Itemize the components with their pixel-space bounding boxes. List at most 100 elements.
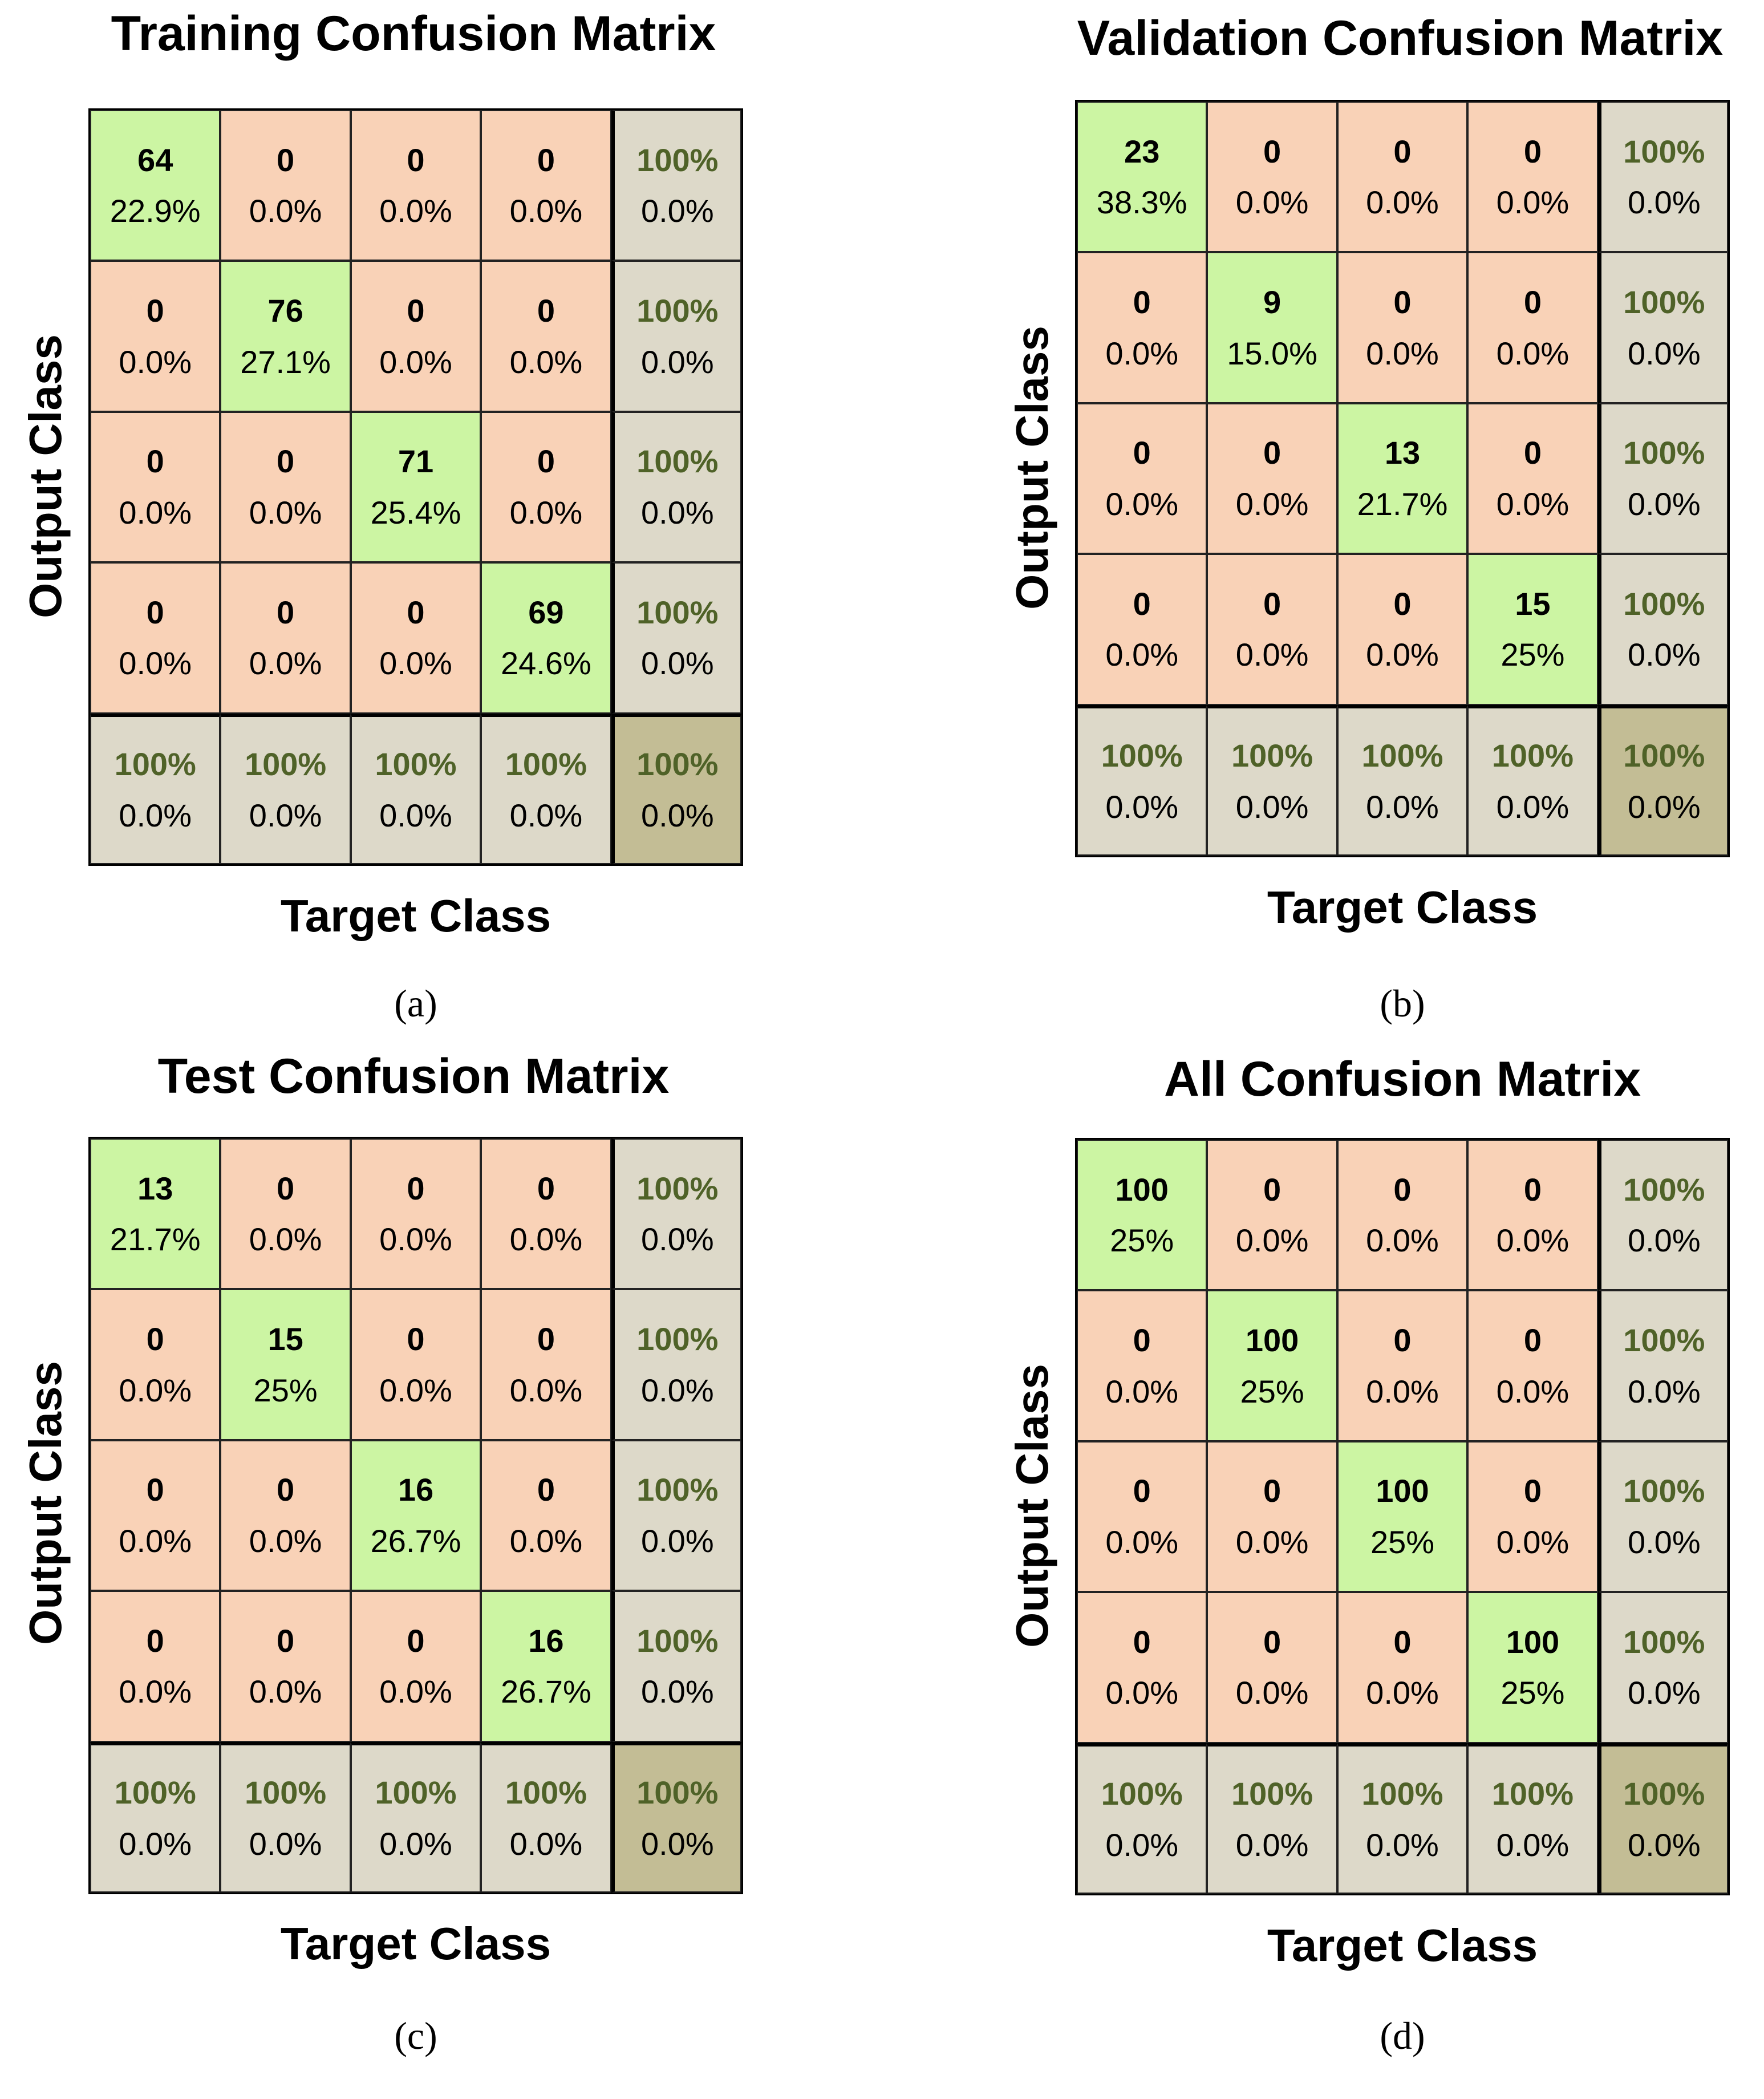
- accuracy-summary-cell: 100% 0.0%: [350, 713, 481, 864]
- cell-percent: 0.0%: [1366, 1222, 1439, 1259]
- cell-percent: 0.0%: [640, 193, 714, 229]
- cell-percent: 0.0%: [1366, 1826, 1439, 1863]
- accuracy-summary-cell: 100% 0.0%: [1077, 1743, 1207, 1894]
- cell-percent: 0.0%: [1496, 1222, 1570, 1259]
- cell-percent: 0.0%: [640, 1825, 714, 1862]
- cell-value: 0: [1523, 1171, 1542, 1207]
- correct-cell: 100 25%: [1337, 1441, 1468, 1593]
- chart-title: Validation Confusion Matrix: [1077, 11, 1724, 66]
- misclass-cell: 0 0.0%: [1467, 403, 1598, 554]
- y-axis-label: Output Class: [1007, 326, 1057, 610]
- correct-cell: 76 27.1%: [220, 261, 351, 412]
- cell-percent: 25%: [1501, 1675, 1565, 1711]
- cell-percent: 0.0%: [119, 1673, 192, 1710]
- cell-percent: 0.0%: [1496, 788, 1570, 825]
- cell-value: 100%: [1491, 738, 1574, 774]
- correct-cell: 13 21.7%: [90, 1138, 221, 1290]
- accuracy-summary-cell: 100% 0.0%: [481, 713, 611, 864]
- cell-value: 0: [146, 1622, 164, 1659]
- cell-value: 100%: [1623, 1623, 1705, 1660]
- cell-percent: 0.0%: [1105, 1373, 1179, 1409]
- cell-value: 100%: [636, 746, 719, 783]
- cell-percent: 0.0%: [640, 1673, 714, 1710]
- cell-value: 100: [1115, 1171, 1169, 1207]
- cell-percent: 0.0%: [640, 1522, 714, 1559]
- cell-value: 0: [277, 443, 295, 480]
- cell-percent: 0.0%: [1627, 485, 1701, 522]
- cell-percent: 0.0%: [1627, 1222, 1701, 1259]
- accuracy-summary-cell: 100% 0.0%: [1597, 252, 1728, 403]
- accuracy-summary-cell: 100% 0.0%: [1467, 1743, 1598, 1894]
- cell-percent: 0.0%: [1105, 485, 1179, 522]
- cell-percent: 26.7%: [370, 1522, 461, 1559]
- chart-title: Training Confusion Matrix: [111, 6, 716, 61]
- cell-percent: 0.0%: [1105, 335, 1179, 371]
- cell-value: 0: [537, 1472, 555, 1508]
- misclass-cell: 0 0.0%: [1077, 1441, 1207, 1593]
- cell-value: 100%: [636, 443, 719, 480]
- cell-value: 0: [1133, 284, 1151, 320]
- cell-value: 0: [1263, 585, 1282, 622]
- cell-percent: 0.0%: [1627, 788, 1701, 825]
- panel-caption: (a): [394, 982, 437, 1025]
- misclass-cell: 0 0.0%: [350, 1138, 481, 1290]
- cell-percent: 0.0%: [640, 343, 714, 380]
- correct-cell: 100 25%: [1207, 1290, 1337, 1441]
- cell-percent: 0.0%: [1235, 637, 1309, 673]
- cell-percent: 0.0%: [1366, 637, 1439, 673]
- misclass-cell: 0 0.0%: [350, 1591, 481, 1742]
- accuracy-summary-cell: 100% 0.0%: [1337, 1743, 1468, 1894]
- cell-percent: 0.0%: [640, 1372, 714, 1408]
- cell-value: 0: [407, 141, 425, 178]
- misclass-cell: 0 0.0%: [90, 1289, 221, 1440]
- correct-cell: 23 38.3%: [1077, 102, 1207, 253]
- cell-value: 0: [146, 1472, 164, 1508]
- cell-percent: 27.1%: [240, 343, 331, 380]
- cell-percent: 0.0%: [1235, 184, 1309, 221]
- misclass-cell: 0 0.0%: [1207, 102, 1337, 253]
- y-axis-label: Output Class: [20, 334, 71, 618]
- cell-percent: 0.0%: [1627, 1373, 1701, 1409]
- cell-percent: 0.0%: [1496, 1826, 1570, 1863]
- chart-title: Test Confusion Matrix: [157, 1049, 670, 1104]
- accuracy-summary-cell: 100% 0.0%: [1337, 704, 1468, 856]
- cell-value: 100%: [636, 1622, 719, 1659]
- misclass-cell: 0 0.0%: [1077, 554, 1207, 705]
- cell-percent: 0.0%: [1235, 1675, 1309, 1711]
- cell-value: 0: [277, 1472, 295, 1508]
- cell-percent: 0.0%: [509, 1522, 583, 1559]
- chart-title: All Confusion Matrix: [1163, 1052, 1641, 1107]
- cell-value: 23: [1124, 133, 1160, 169]
- panel-caption: (b): [1380, 982, 1425, 1025]
- cell-value: 100%: [1101, 1776, 1183, 1812]
- cell-percent: 0.0%: [1366, 184, 1439, 221]
- cell-percent: 24.6%: [500, 645, 591, 682]
- cell-percent: 25%: [253, 1372, 318, 1408]
- cell-value: 16: [398, 1472, 434, 1508]
- cell-value: 100%: [505, 746, 587, 783]
- accuracy-summary-cell: 100% 0.0%: [611, 1440, 741, 1591]
- misclass-cell: 0 0.0%: [1077, 403, 1207, 554]
- misclass-cell: 0 0.0%: [1337, 554, 1468, 705]
- cell-value: 0: [1523, 435, 1542, 471]
- cell-percent: 0.0%: [379, 1372, 452, 1408]
- cell-value: 100%: [636, 594, 719, 630]
- misclass-cell: 0 0.0%: [1337, 1140, 1468, 1291]
- accuracy-summary-cell: 100% 0.0%: [350, 1741, 481, 1893]
- accuracy-summary-cell: 100% 0.0%: [1597, 554, 1728, 705]
- cell-value: 13: [1384, 435, 1421, 471]
- cell-value: 100%: [505, 1774, 587, 1811]
- correct-cell: 69 24.6%: [481, 562, 611, 714]
- cell-value: 0: [1133, 1473, 1151, 1509]
- cell-percent: 0.0%: [1366, 788, 1439, 825]
- cell-percent: 25.4%: [370, 494, 461, 530]
- cell-percent: 0.0%: [1496, 184, 1570, 221]
- misclass-cell: 0 0.0%: [350, 1289, 481, 1440]
- y-axis-label: Output Class: [1007, 1364, 1057, 1648]
- cell-percent: 0.0%: [249, 797, 322, 833]
- cell-value: 100: [1376, 1473, 1429, 1509]
- cell-percent: 0.0%: [379, 797, 452, 833]
- misclass-cell: 0 0.0%: [350, 261, 481, 412]
- cell-value: 0: [1393, 284, 1412, 320]
- cell-percent: 0.0%: [119, 1522, 192, 1559]
